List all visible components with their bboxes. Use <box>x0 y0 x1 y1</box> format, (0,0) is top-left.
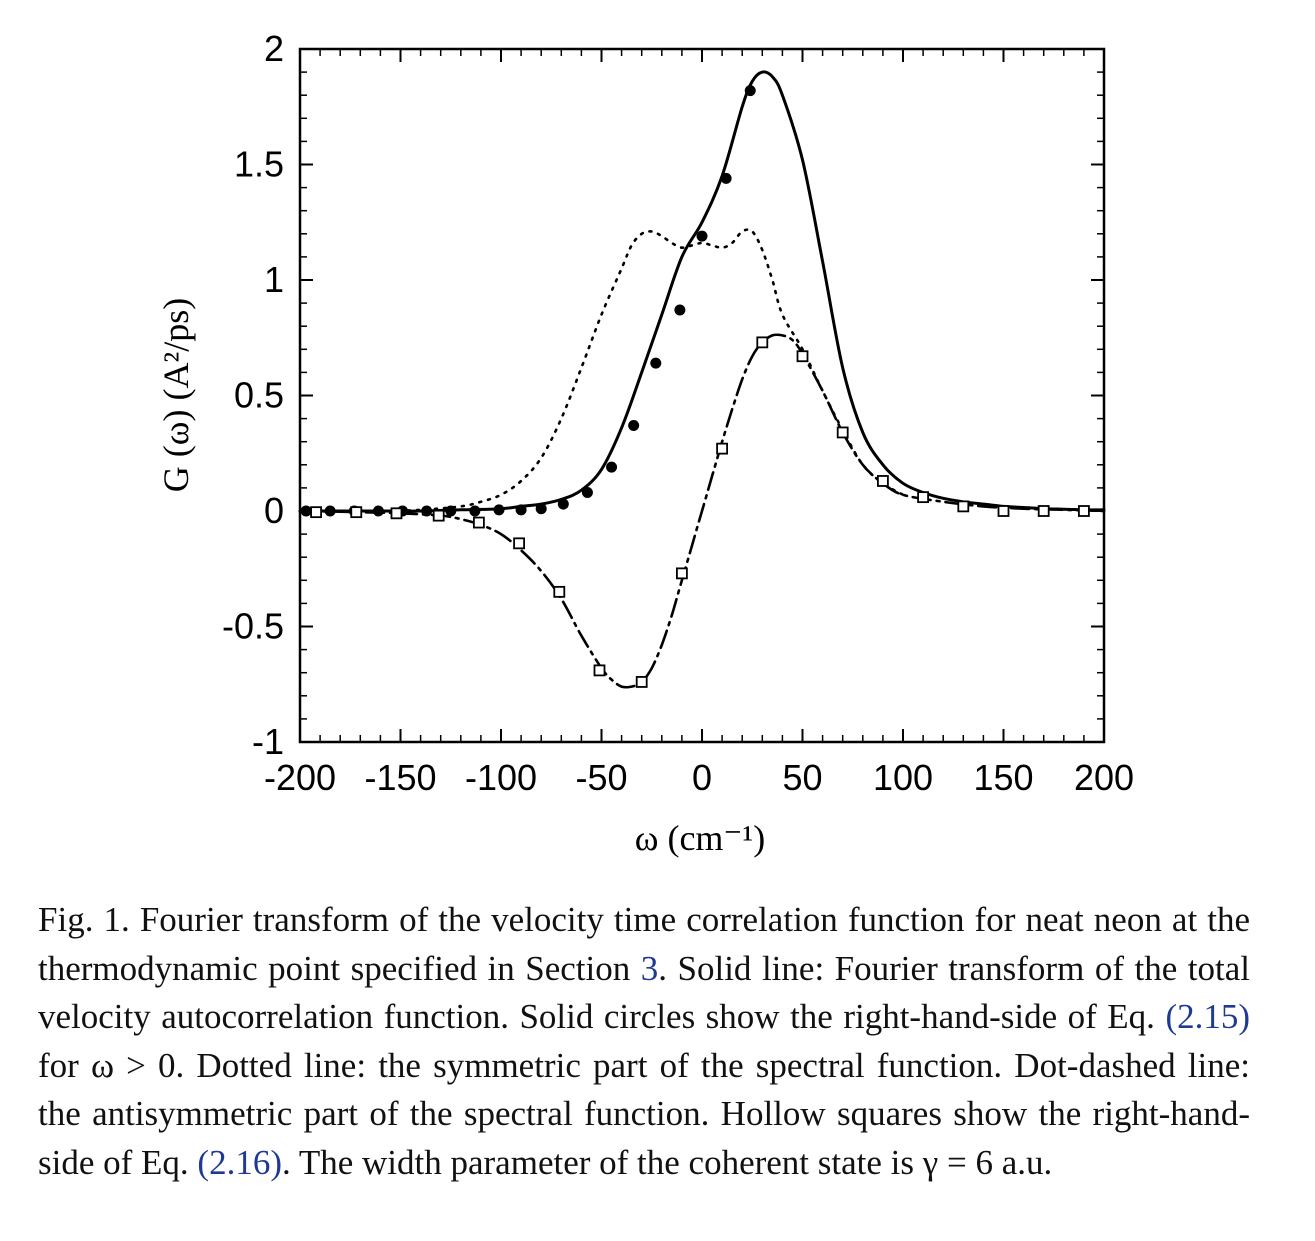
y-tick-label: 0.5 <box>234 375 284 416</box>
equation-link-2-15[interactable]: (2.15) <box>1165 997 1250 1036</box>
hollow-square-marker <box>553 585 566 598</box>
y-tick-label: -1 <box>252 721 284 762</box>
hollow-square-marker <box>716 442 728 455</box>
equation-link-2-16[interactable]: (2.16) <box>197 1142 282 1182</box>
hollow-square-marker <box>350 506 363 519</box>
filled-circle-marker <box>696 230 708 242</box>
x-tick-label: 150 <box>973 757 1033 798</box>
chart: -200 -150 -100 -50 0 50 100 150 200 -1 -0.5 0 0.5 1 1.… <box>156 28 1134 858</box>
filled-circle-marker <box>720 172 732 184</box>
x-tick-label: 200 <box>1074 757 1134 798</box>
filled-circle-marker <box>650 357 662 369</box>
filled-circle-marker <box>515 504 527 516</box>
filled-circle-marker <box>324 505 336 517</box>
section-link[interactable]: 3 <box>640 948 659 988</box>
series-line-dot-dashed <box>298 333 1106 689</box>
series-layer <box>298 70 1106 689</box>
x-tick-label: 100 <box>873 757 933 798</box>
filled-circle-marker <box>372 505 384 517</box>
series-line-solid <box>298 70 1106 513</box>
y-axis-title: G (ω) (A²/ps) <box>156 298 196 492</box>
hollow-square-marker <box>593 664 606 677</box>
tick-labels: -200 -150 -100 -50 0 50 100 150 200 -1 -0.5 0 0.5 1 1.… <box>222 28 1134 798</box>
filled-circle-marker <box>300 505 312 517</box>
plot-frame <box>298 47 1106 744</box>
y-tick-label: 1 <box>264 259 284 300</box>
x-tick-label: 0 <box>692 757 712 798</box>
tick-marks <box>299 48 1105 743</box>
caption-text-4: . The width parameter of the coherent st… <box>281 1142 1053 1182</box>
hollow-square-marker <box>756 336 769 349</box>
x-tick-label: -150 <box>364 757 436 798</box>
marker-layer <box>300 85 1090 688</box>
filled-circle-marker <box>581 487 593 499</box>
filled-circle-marker <box>421 505 433 517</box>
x-tick-label: -100 <box>465 757 537 798</box>
y-tick-label: 1.5 <box>234 144 284 185</box>
filled-circle-marker <box>628 420 640 432</box>
y-tick-label: -0.5 <box>222 606 284 647</box>
hollow-square-marker <box>513 537 525 550</box>
filled-circle-marker <box>606 461 618 473</box>
hollow-square-marker <box>635 676 648 688</box>
hollow-square-marker <box>1078 505 1090 517</box>
caption-text-3: for ω > 0. Dotted line: the symmetric pa… <box>38 1045 1250 1182</box>
hollow-square-marker <box>836 426 849 439</box>
filled-circle-marker <box>744 85 756 97</box>
hollow-square-marker <box>997 505 1010 517</box>
x-tick-label: 50 <box>782 757 822 798</box>
caption-text-2: . Solid line: Fourier transform of the t… <box>38 948 1250 1037</box>
hollow-square-marker <box>432 509 445 522</box>
hollow-square-marker <box>390 507 403 520</box>
hollow-square-marker <box>472 516 485 529</box>
filled-circle-marker <box>445 505 457 517</box>
filled-circle-marker <box>469 505 481 517</box>
y-axis-label: G (ω) (A²/ps) <box>156 298 196 492</box>
hollow-square-marker <box>310 506 322 519</box>
y-tick-label: 0 <box>264 490 284 531</box>
hollow-square-marker <box>957 500 970 513</box>
filled-circle-marker <box>557 498 569 510</box>
filled-circle-marker <box>493 504 505 516</box>
figure: -200 -150 -100 -50 0 50 100 150 200 -1 -0.5 0 0.5 1 1.… <box>156 28 1134 858</box>
filled-circle-marker <box>535 503 547 515</box>
x-tick-label: -200 <box>264 757 336 798</box>
figure-caption: Fig. 1. Fourier transform of the velocit… <box>38 896 1250 1187</box>
x-axis-label: ω (cm⁻¹) <box>635 818 765 858</box>
hollow-square-marker <box>1037 505 1050 517</box>
caption-text-1: Fig. 1. Fourier transform of the velocit… <box>38 900 1250 988</box>
x-tick-label: -50 <box>575 757 627 798</box>
hollow-square-marker <box>676 567 688 580</box>
hollow-square-marker <box>917 491 929 504</box>
hollow-square-marker <box>877 475 889 487</box>
hollow-square-marker <box>796 350 809 363</box>
filled-circle-marker <box>674 304 686 316</box>
y-tick-label: 2 <box>264 28 284 69</box>
